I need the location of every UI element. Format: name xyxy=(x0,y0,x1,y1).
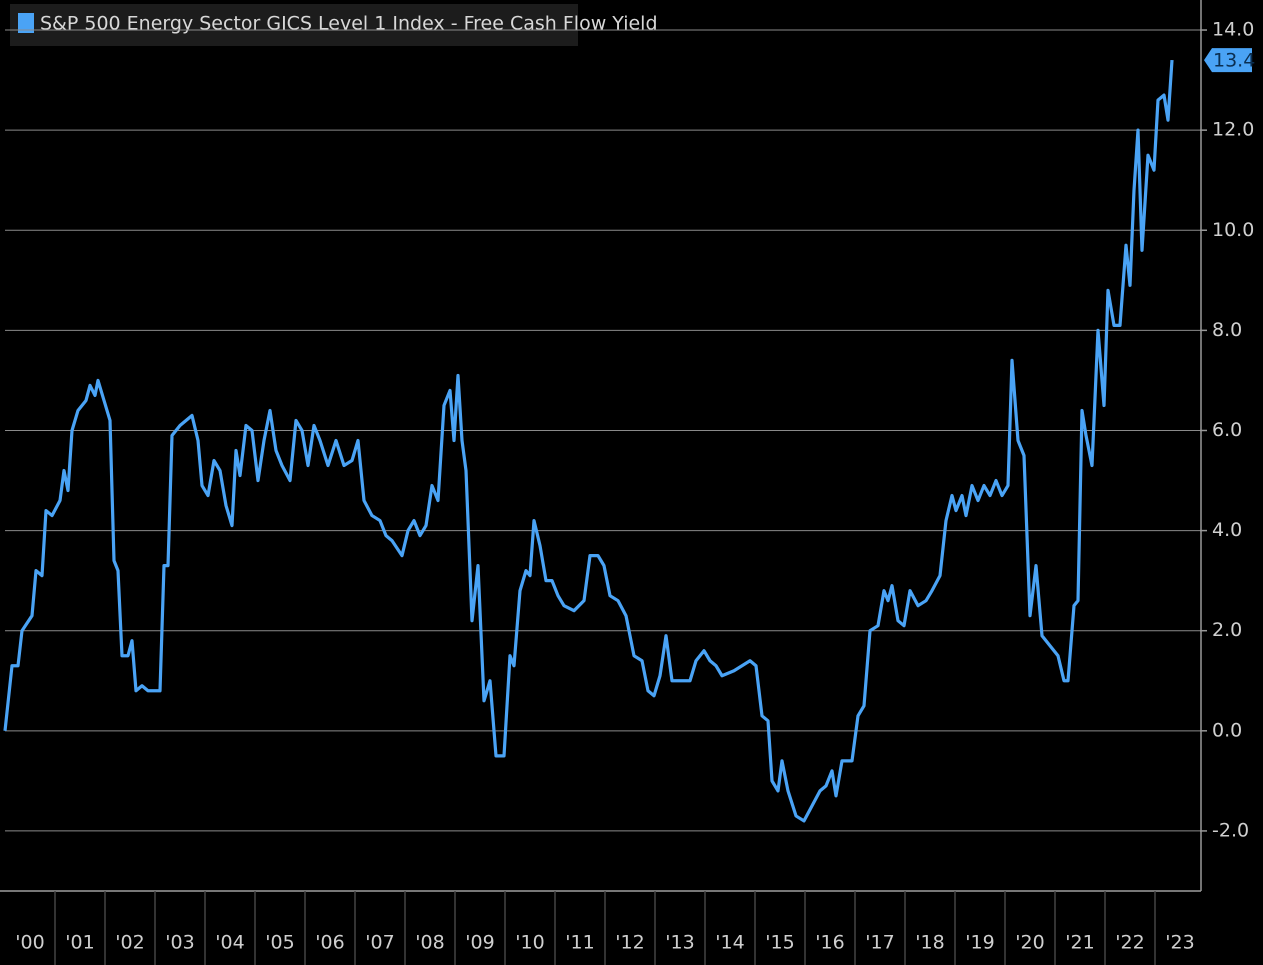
y-tick-label: 6.0 xyxy=(1212,419,1242,441)
legend-swatch xyxy=(18,13,34,33)
x-tick-label: '16 xyxy=(815,932,844,954)
x-tick-label: '10 xyxy=(515,932,544,954)
x-tick-label: '06 xyxy=(315,932,344,954)
x-tick-label: '00 xyxy=(15,932,44,954)
series-line xyxy=(3,59,1174,823)
y-tick-label: 2.0 xyxy=(1212,619,1242,641)
legend-box xyxy=(10,4,578,46)
legend-label: S&P 500 Energy Sector GICS Level 1 Index… xyxy=(40,13,658,35)
x-tick-label: '19 xyxy=(965,932,994,954)
y-tick-label: 12.0 xyxy=(1212,119,1254,141)
x-tick-label: '17 xyxy=(865,932,894,954)
y-tick-label: 0.0 xyxy=(1212,719,1242,741)
x-tick-label: '09 xyxy=(465,932,494,954)
x-tick-label: '13 xyxy=(665,932,694,954)
x-tick-label: '23 xyxy=(1165,932,1194,954)
x-tick-label: '03 xyxy=(165,932,194,954)
x-tick-label: '11 xyxy=(565,932,594,954)
last-value-label: 13.4 xyxy=(1213,50,1255,72)
y-tick-label: 4.0 xyxy=(1212,519,1242,541)
x-tick-label: '02 xyxy=(115,932,144,954)
x-tick-label: '14 xyxy=(715,932,744,954)
y-tick-label: 8.0 xyxy=(1212,319,1242,341)
y-tick-label: 10.0 xyxy=(1212,219,1254,241)
x-tick-label: '18 xyxy=(915,932,944,954)
last-value-tag xyxy=(1204,48,1252,73)
x-tick-label: '04 xyxy=(215,932,244,954)
x-tick-label: '21 xyxy=(1065,932,1094,954)
y-tick-label: -2.0 xyxy=(1212,819,1249,841)
x-tick-label: '07 xyxy=(365,932,394,954)
x-tick-label: '05 xyxy=(265,932,294,954)
x-tick-label: '08 xyxy=(415,932,444,954)
x-tick-label: '15 xyxy=(765,932,794,954)
x-tick-label: '12 xyxy=(615,932,644,954)
x-tick-label: '01 xyxy=(65,932,94,954)
x-tick-label: '22 xyxy=(1115,932,1144,954)
y-tick-label: 14.0 xyxy=(1212,19,1254,41)
x-tick-label: '20 xyxy=(1015,932,1044,954)
